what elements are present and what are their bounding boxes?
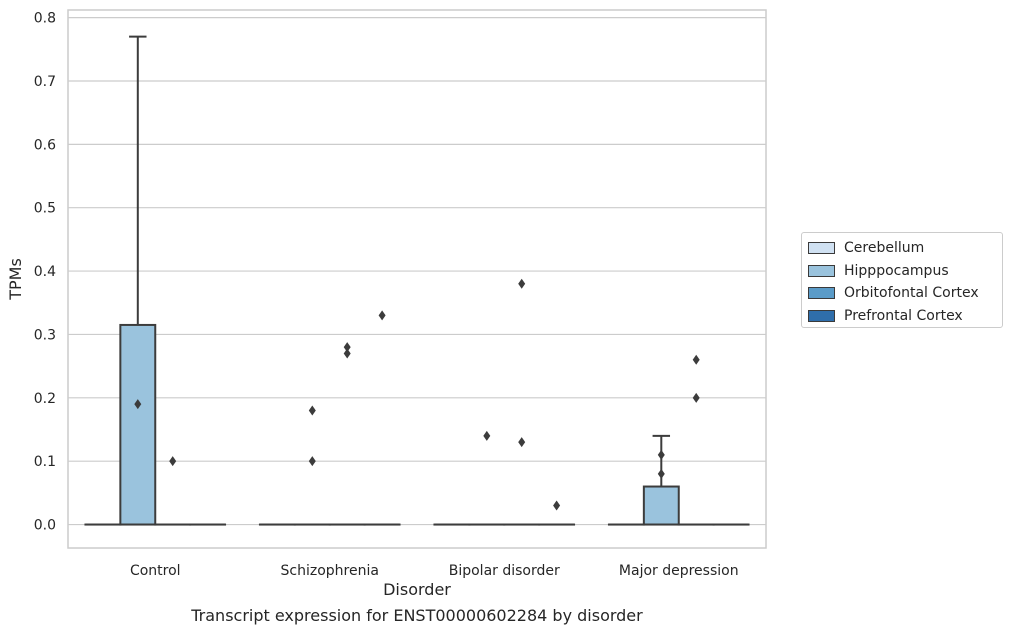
y-tick-label: 0.4 xyxy=(34,264,56,280)
y-tick-labels: 0.0 0.1 0.2 0.3 0.4 0.5 0.6 0.7 0.8 xyxy=(34,11,56,534)
legend-swatch-orbitofrontal-cortex xyxy=(808,287,835,300)
outlier-layer xyxy=(134,278,700,511)
outlier-point xyxy=(483,430,491,441)
box-hipppocampus-major-depression xyxy=(642,434,680,526)
outlier-point xyxy=(343,342,351,353)
legend-swatch-cerebellum xyxy=(808,242,835,255)
y-tick-label: 0.2 xyxy=(34,391,56,407)
box-hipppocampus-control-iqr xyxy=(119,323,157,526)
outlier-point xyxy=(518,278,526,289)
legend-label-prefrontal-cortex: Prefrontal Cortex xyxy=(844,307,963,324)
box-layer xyxy=(84,35,750,526)
outlier-point xyxy=(378,310,386,321)
outlier-point xyxy=(553,500,561,511)
legend-swatch-hippocampus xyxy=(808,264,835,277)
outlier-point xyxy=(343,348,351,359)
x-tick-label: Bipolar disorder xyxy=(449,563,560,579)
legend-item-orbitofrontal-cortex: Orbitofontal Cortex xyxy=(808,282,1002,305)
y-tick-label: 0.8 xyxy=(34,11,56,27)
x-axis-label: Disorder xyxy=(383,580,451,599)
legend: Cerebellum Hipppocampus Orbitofontal Cor… xyxy=(801,232,1003,328)
box-hipppocampus-major-depression-iqr xyxy=(642,485,680,526)
legend-label-cerebellum: Cerebellum xyxy=(844,240,925,257)
outlier-point xyxy=(308,405,316,416)
outlier-point xyxy=(657,449,665,460)
y-tick-label: 0.0 xyxy=(34,518,56,534)
plot-area-frame xyxy=(67,9,767,549)
legend-item-prefrontal-cortex: Prefrontal Cortex xyxy=(808,305,1002,328)
figure-caption: Transcript expression for ENST0000060228… xyxy=(191,606,643,625)
x-tick-label: Schizophrenia xyxy=(281,563,379,579)
outlier-point xyxy=(308,456,316,467)
legend-label-orbitofrontal-cortex: Orbitofontal Cortex xyxy=(844,285,979,302)
y-axis-label: TPMs xyxy=(6,258,25,301)
outlier-point xyxy=(169,456,177,467)
outlier-point xyxy=(134,399,142,410)
y-tick-label: 0.6 xyxy=(34,137,56,153)
y-tick-label: 0.3 xyxy=(34,327,56,343)
legend-item-hippocampus: Hipppocampus xyxy=(808,260,1002,283)
outlier-point xyxy=(692,354,700,365)
x-tick-label: Major depression xyxy=(619,563,739,579)
legend-item-cerebellum: Cerebellum xyxy=(808,237,1002,260)
outlier-point xyxy=(657,468,665,479)
box-hipppocampus-control xyxy=(119,35,157,526)
y-tick-label: 0.5 xyxy=(34,201,56,217)
x-tick-label: Control xyxy=(130,563,181,579)
x-tick-labels: Control Schizophrenia Bipolar disorder Majo… xyxy=(130,563,739,579)
gridlines xyxy=(68,17,766,526)
legend-swatch-prefrontal-cortex xyxy=(808,309,835,322)
outlier-point xyxy=(518,437,526,448)
outlier-point xyxy=(692,392,700,403)
y-tick-label: 0.1 xyxy=(34,454,56,470)
y-tick-label: 0.7 xyxy=(34,74,56,90)
legend-label-hippocampus: Hipppocampus xyxy=(844,262,949,279)
